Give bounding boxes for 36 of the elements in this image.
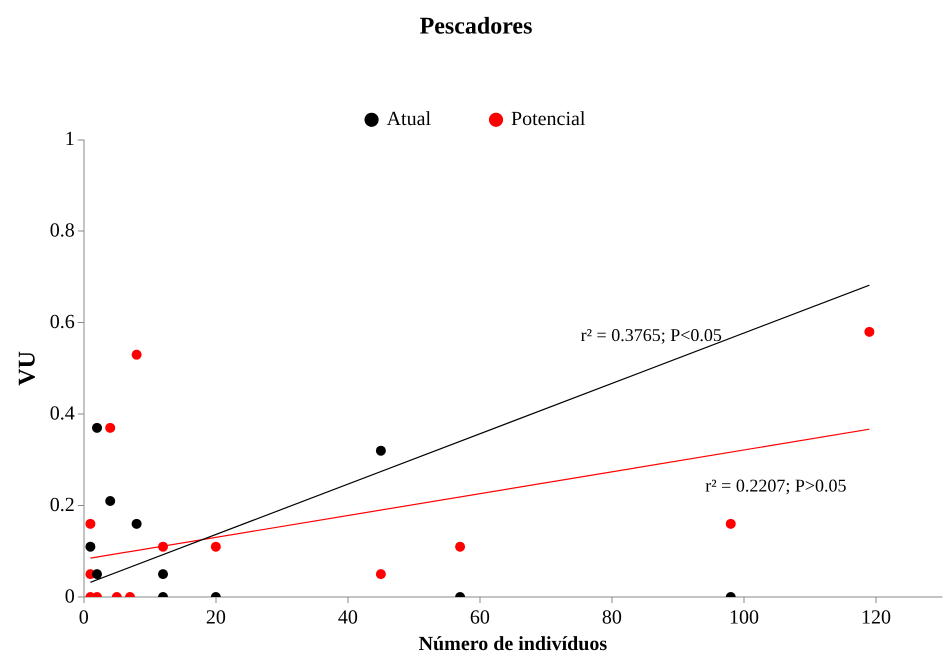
point xyxy=(376,446,386,456)
point xyxy=(85,542,96,552)
x-tick-label: 120 xyxy=(860,606,891,628)
y-tick-label: 0.6 xyxy=(50,310,75,333)
annotation: r² = 0.3765; P<0.05 xyxy=(580,325,722,346)
y-axis-title: VU xyxy=(14,351,41,386)
legend-label: Atual xyxy=(386,108,432,130)
y-tick-label: 1 xyxy=(64,128,75,150)
y-tick-label: 0.4 xyxy=(50,402,75,424)
y-tick-label: 0.8 xyxy=(50,219,75,242)
point xyxy=(376,569,386,580)
point xyxy=(105,496,116,506)
point xyxy=(92,422,102,433)
y-tick-label: 0 xyxy=(64,585,75,608)
point xyxy=(455,542,466,552)
x-axis-title: Número de indivíduos xyxy=(418,633,608,656)
x-tick-label: 100 xyxy=(728,606,759,628)
point xyxy=(105,422,116,433)
x-tick-label: 80 xyxy=(602,606,622,628)
point xyxy=(85,518,96,529)
chart-title: Pescadores xyxy=(420,14,532,40)
point xyxy=(158,569,168,580)
x-tick-label: 40 xyxy=(338,606,358,628)
x-tick-label: 60 xyxy=(470,606,490,628)
annotation: r² = 0.2207; P>0.05 xyxy=(705,475,847,496)
point xyxy=(92,569,102,580)
x-tick-label: 0 xyxy=(78,606,89,628)
point xyxy=(864,326,874,337)
point xyxy=(726,518,736,529)
legend-label: Potencial xyxy=(511,108,586,130)
y-tick-label: 0.2 xyxy=(50,494,75,516)
point xyxy=(158,542,168,552)
x-tick-label: 20 xyxy=(206,606,226,628)
point xyxy=(210,542,221,552)
point xyxy=(132,518,142,529)
point xyxy=(132,350,142,360)
